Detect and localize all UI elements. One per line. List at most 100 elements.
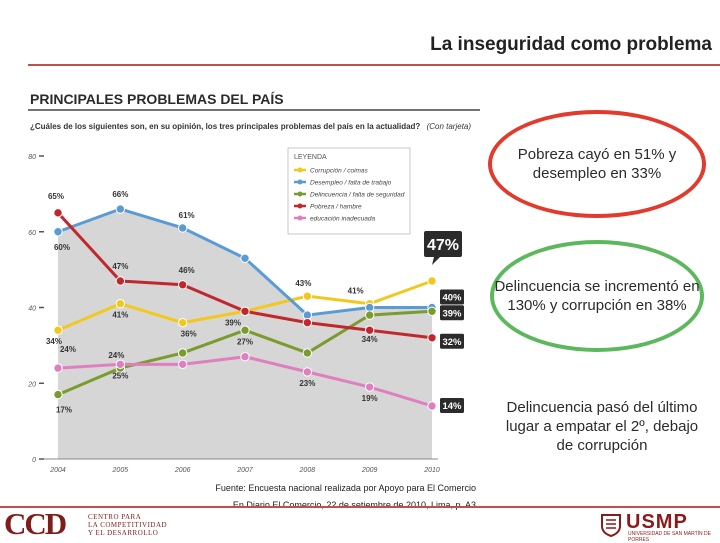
- data-point: [427, 401, 437, 411]
- highlight-label-box: [424, 230, 462, 257]
- data-point: [177, 348, 188, 358]
- data-point: [177, 359, 188, 370]
- data-point: [177, 223, 188, 233]
- legend-entry: educación inadecuada: [310, 216, 375, 223]
- legend-marker: [297, 179, 303, 185]
- data-label: 60%: [54, 243, 70, 252]
- data-label: 27%: [237, 338, 253, 347]
- data-label: 39%: [225, 318, 241, 327]
- data-point: [302, 291, 313, 301]
- legend-entry: Desempleo / falta de trabajo: [310, 180, 392, 187]
- data-point: [364, 325, 375, 335]
- data-label: 23%: [299, 379, 315, 388]
- data-label: 43%: [295, 279, 311, 288]
- data-label: 40%: [442, 293, 462, 304]
- data-point: [177, 317, 188, 328]
- source-line: En Diario El Comercio, 22 de setiembre d…: [232, 500, 476, 510]
- data-point: [302, 317, 313, 328]
- data-label: 17%: [56, 406, 72, 415]
- data-point: [240, 325, 250, 335]
- data-point: [115, 276, 126, 286]
- data-label: 19%: [362, 394, 378, 403]
- legend-entry: Corrupción / coimas: [310, 168, 369, 175]
- data-point: [115, 204, 126, 214]
- slide-title: La inseguridad como problema: [430, 34, 712, 55]
- data-point: [240, 306, 250, 316]
- data-point: [302, 348, 313, 358]
- x-tick-label: 2004: [49, 467, 66, 474]
- y-tick-label: 20: [27, 381, 36, 388]
- callout-crime: Delincuencia se incrementó en 130% y cor…: [490, 240, 704, 352]
- chart-subtitle: ¿Cuáles de los siguientes son, en su opi…: [30, 122, 471, 131]
- legend-entry: Pobreza / hambre: [310, 204, 362, 211]
- data-label: 41%: [112, 311, 128, 320]
- end-label-box: [440, 397, 464, 413]
- callout-poverty: Pobreza cayó en 51% y desempleo en 33%: [488, 110, 706, 218]
- data-point: [53, 227, 63, 237]
- highlight-label-pointer: [432, 256, 440, 265]
- data-label: 34%: [46, 337, 62, 346]
- x-tick-label: 2008: [299, 467, 316, 474]
- data-point: [302, 367, 313, 377]
- data-label: 25%: [112, 371, 128, 380]
- data-label: 39%: [442, 308, 462, 319]
- data-point: [364, 310, 375, 320]
- data-point: [427, 276, 437, 286]
- data-point: [53, 208, 63, 218]
- legend-title: LEYENDA: [294, 154, 327, 161]
- data-point: [427, 306, 437, 316]
- footer-divider: [0, 506, 720, 508]
- data-point: [240, 253, 250, 263]
- data-label: 66%: [112, 190, 128, 199]
- callout-crime-rank: Delincuencia pasó del último lugar a emp…: [505, 398, 699, 454]
- data-label: 47%: [112, 262, 128, 271]
- data-point: [53, 389, 63, 400]
- legend-box: [287, 147, 411, 235]
- legend-marker: [297, 191, 303, 197]
- usmp-logo: USMP: [626, 511, 688, 533]
- data-point: [115, 299, 126, 309]
- data-point: [177, 280, 188, 290]
- data-label: 47%: [427, 237, 459, 254]
- data-label: 65%: [48, 192, 64, 201]
- chart-title: PRINCIPALES PROBLEMAS DEL PAÍS: [30, 91, 284, 107]
- line-chart: PRINCIPALES PROBLEMAS DEL PAÍS ¿Cuáles d…: [27, 86, 480, 526]
- legend-marker: [297, 215, 303, 221]
- legend-entry: Delincuencia / falta de seguridad: [310, 192, 405, 199]
- end-label-box: [440, 305, 464, 321]
- ccd-logo-subtitle: CENTRO PARA LA COMPETITIVIDAD Y EL DESAR…: [88, 513, 168, 537]
- data-label: 32%: [442, 337, 462, 348]
- data-point: [240, 352, 250, 362]
- x-tick-label: 2010: [423, 467, 440, 474]
- end-label-box: [440, 289, 464, 305]
- y-tick-label: 60: [28, 230, 36, 237]
- chart-figure: PRINCIPALES PROBLEMAS DEL PAÍS ¿Cuáles d…: [0, 86, 490, 526]
- data-label: 61%: [179, 211, 195, 220]
- x-tick-label: 2006: [174, 467, 191, 474]
- data-label: 36%: [181, 330, 197, 339]
- data-point: [364, 382, 375, 392]
- data-point: [53, 363, 63, 373]
- legend-marker: [297, 203, 303, 209]
- data-label: 24%: [108, 351, 124, 360]
- data-point: [53, 325, 63, 335]
- source-note: Fuente: Encuesta nacional realizada por …: [176, 480, 476, 514]
- y-tick-label: 80: [28, 154, 36, 161]
- source-line: Fuente: Encuesta nacional realizada por …: [215, 483, 476, 493]
- legend-marker: [297, 167, 303, 173]
- x-tick-label: 2009: [361, 467, 378, 474]
- data-point: [427, 333, 437, 343]
- y-tick-label: 0: [32, 457, 36, 464]
- data-label: 14%: [442, 401, 462, 412]
- usmp-crest-icon: [601, 514, 621, 537]
- data-label: 34%: [362, 335, 378, 344]
- end-label-box: [440, 333, 464, 349]
- title-divider: [28, 64, 720, 66]
- x-tick-label: 2005: [112, 467, 129, 474]
- y-tick-label: 40: [28, 306, 36, 313]
- data-label: 41%: [348, 287, 364, 296]
- data-label: 46%: [179, 266, 195, 275]
- x-tick-label: 2007: [236, 467, 254, 474]
- usmp-logo-subtitle: UNIVERSIDAD DE SAN MARTÍN DE PORRES: [628, 531, 711, 543]
- ccd-logo: CCD: [4, 506, 67, 541]
